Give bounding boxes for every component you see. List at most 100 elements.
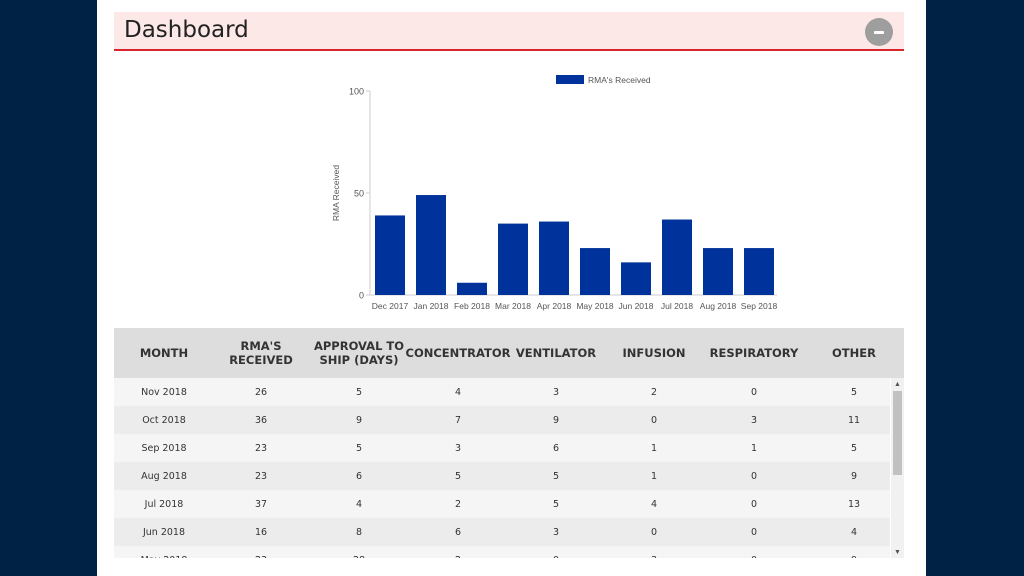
column-header-respiratory[interactable]: RESPIRATORY	[709, 346, 799, 360]
bar-dec-2017	[375, 215, 405, 295]
column-header-concentrator[interactable]: CONCENTRATOR	[405, 346, 511, 360]
cell-other: 9	[814, 546, 894, 559]
cell-rma-received: 23	[254, 442, 268, 454]
cell-respiratory: 0	[750, 526, 758, 538]
cell-other: 5	[850, 442, 858, 454]
arrow-down-icon[interactable]: ▼	[894, 548, 901, 556]
column-header-infusion[interactable]: INFUSION	[622, 346, 686, 360]
cell-concentrator: 4	[454, 386, 462, 398]
x-tick-label: Mar 2018	[495, 301, 531, 311]
cell-other: 5	[850, 386, 858, 398]
cell-concentrator: 6	[454, 526, 462, 538]
cell-month: Aug 2018	[141, 470, 187, 482]
cell-rma-received: 16	[254, 526, 268, 538]
cell-infusion: 2	[650, 386, 658, 398]
y-tick-label: 100	[349, 87, 364, 97]
column-header-rma-received[interactable]: RMA'S RECEIVED	[229, 339, 293, 367]
cell-rma-received: 36	[254, 414, 268, 426]
table-row: Nov 2018 26 5 4 3 2 0 5	[114, 378, 890, 406]
bar-jan-2018	[416, 195, 446, 295]
collapse-button[interactable]	[865, 18, 893, 46]
column-header-other[interactable]: OTHER	[832, 346, 876, 360]
y-tick-label: 0	[359, 291, 364, 301]
table-body: Nov 2018 26 5 4 3 2 0 5 Oct 2018 36 9 7 9 0 3 11 Sep 201…	[114, 378, 904, 558]
x-tick-label: May 2018	[576, 301, 614, 311]
column-header-month[interactable]: MONTH	[139, 346, 189, 360]
cell-month: Jun 2018	[142, 526, 186, 538]
x-tick-label: Aug 2018	[700, 301, 737, 311]
cell-ventilator: 3	[552, 386, 560, 398]
bar-sep-2018	[744, 248, 774, 295]
cell-other: 9	[850, 470, 858, 482]
page-title: Dashboard	[124, 17, 249, 43]
cell-rma-received: 26	[254, 386, 268, 398]
cell-concentrator: 5	[454, 470, 462, 482]
minus-icon	[874, 30, 884, 34]
cell-month: Nov 2018	[141, 386, 187, 398]
cell-approval-to-ship: 9	[355, 414, 363, 426]
bar-jun-2018	[621, 262, 651, 295]
table-row: Jul 2018 37 4 2 5 4 0 13	[114, 490, 890, 518]
cell-other: 13	[847, 498, 861, 510]
table-row: Jun 2018 16 8 6 3 0 0 4	[114, 518, 890, 546]
cell-rma-received: 23	[254, 470, 268, 482]
cell-respiratory: 3	[750, 414, 758, 426]
bar-mar-2018	[498, 223, 528, 295]
column-header-approval-to-ship[interactable]: APPROVAL TO SHIP (DAYS)	[313, 339, 405, 367]
cell-month: Sep 2018	[141, 442, 187, 454]
cell-rma-received: 37	[254, 498, 268, 510]
cell-ventilator: 0	[511, 546, 601, 559]
scrollbar[interactable]: ▲ ▼	[891, 378, 904, 558]
cell-ventilator: 6	[552, 442, 560, 454]
x-tick-label: Feb 2018	[454, 301, 490, 311]
cell-approval-to-ship: 6	[355, 470, 363, 482]
rma-chart: 0 50 100 RMA Received RMA's Received Dec 2017…	[217, 62, 777, 324]
table-row: Oct 2018 36 9 7 9 0 3 11	[114, 406, 890, 434]
legend-swatch	[556, 75, 584, 84]
bar-aug-2018	[703, 248, 733, 295]
bar-may-2018	[580, 248, 610, 295]
cell-concentrator: 2	[408, 546, 508, 559]
x-tick-label: Sep 2018	[741, 301, 777, 311]
x-tick-label: Jul 2018	[661, 301, 693, 311]
dashboard-header: Dashboard	[114, 12, 904, 51]
cell-respiratory: 1	[750, 442, 758, 454]
cell-infusion: 3	[609, 546, 699, 559]
cell-approval-to-ship: 5	[355, 386, 363, 398]
x-tick-label: Jun 2018	[619, 301, 654, 311]
x-tick-label: Dec 2017	[372, 301, 409, 311]
cell-concentrator: 2	[454, 498, 462, 510]
cell-respiratory: 0	[750, 470, 758, 482]
legend-label: RMA's Received	[588, 75, 651, 85]
table-header: MONTH RMA'S RECEIVED APPROVAL TO SHIP (DAY…	[114, 328, 904, 378]
table-row: Sep 2018 23 5 3 6 1 1 5	[114, 434, 890, 462]
cell-ventilator: 3	[552, 526, 560, 538]
cell-concentrator: 7	[454, 414, 462, 426]
cell-month: May 2018	[119, 546, 209, 559]
cell-infusion: 0	[650, 526, 658, 538]
scroll-thumb[interactable]	[893, 391, 902, 475]
arrow-up-icon[interactable]: ▲	[894, 380, 901, 388]
cell-other: 4	[850, 526, 858, 538]
cell-respiratory: 0	[750, 386, 758, 398]
table-row: Aug 2018 23 6 5 5 1 0 9	[114, 462, 890, 490]
cell-approval-to-ship: 4	[355, 498, 363, 510]
y-tick-label: 50	[354, 189, 364, 199]
cell-respiratory: 0	[750, 498, 758, 510]
cell-ventilator: 5	[552, 498, 560, 510]
cell-concentrator: 3	[454, 442, 462, 454]
dashboard-page: Dashboard 0 50 100 RMA Received RMA's Receiv…	[97, 0, 926, 576]
y-axis-label: RMA Received	[331, 165, 341, 221]
cell-ventilator: 5	[552, 470, 560, 482]
cell-month: Oct 2018	[142, 414, 186, 426]
cell-infusion: 1	[650, 470, 658, 482]
cell-ventilator: 9	[552, 414, 560, 426]
cell-approval-to-ship: 5	[355, 442, 363, 454]
chart-svg: 0 50 100 RMA Received RMA's Received Dec 2017…	[331, 75, 777, 311]
cell-month: Jul 2018	[144, 498, 184, 510]
cell-approval-to-ship: 8	[355, 526, 363, 538]
column-header-ventilator[interactable]: VENTILATOR	[515, 346, 597, 360]
x-tick-label: Jan 2018	[414, 301, 449, 311]
bar-apr-2018	[539, 221, 569, 295]
x-tick-label: Apr 2018	[537, 301, 572, 311]
